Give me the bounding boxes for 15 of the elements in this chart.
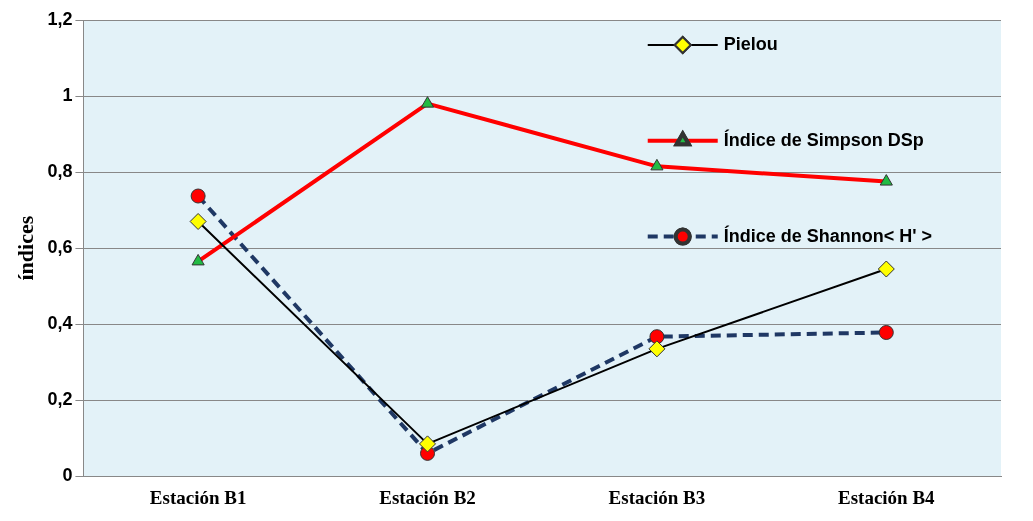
legend-label: Índice de Simpson DSp [723, 128, 924, 150]
legend-label: Índice de Shannon< H' > [723, 224, 933, 246]
y-tick-label: 0,2 [47, 389, 73, 410]
x-tick-label: Estación B2 [379, 486, 476, 508]
y-tick-label: 0,6 [47, 237, 73, 258]
y-tick-label: 0 [62, 465, 73, 486]
y-tick-label: 1 [62, 85, 73, 105]
x-tick-label: Estación B1 [149, 486, 247, 508]
y-axis-title: índices [12, 215, 38, 281]
y-tick-label: 0,4 [47, 313, 73, 334]
y-tick-label: 1,2 [47, 8, 73, 29]
x-tick-label: Estación B3 [608, 486, 706, 508]
x-tick-label: Estación B4 [838, 486, 936, 508]
y-tick-label: 0,8 [47, 161, 73, 182]
legend-label: Pielou [723, 33, 778, 54]
